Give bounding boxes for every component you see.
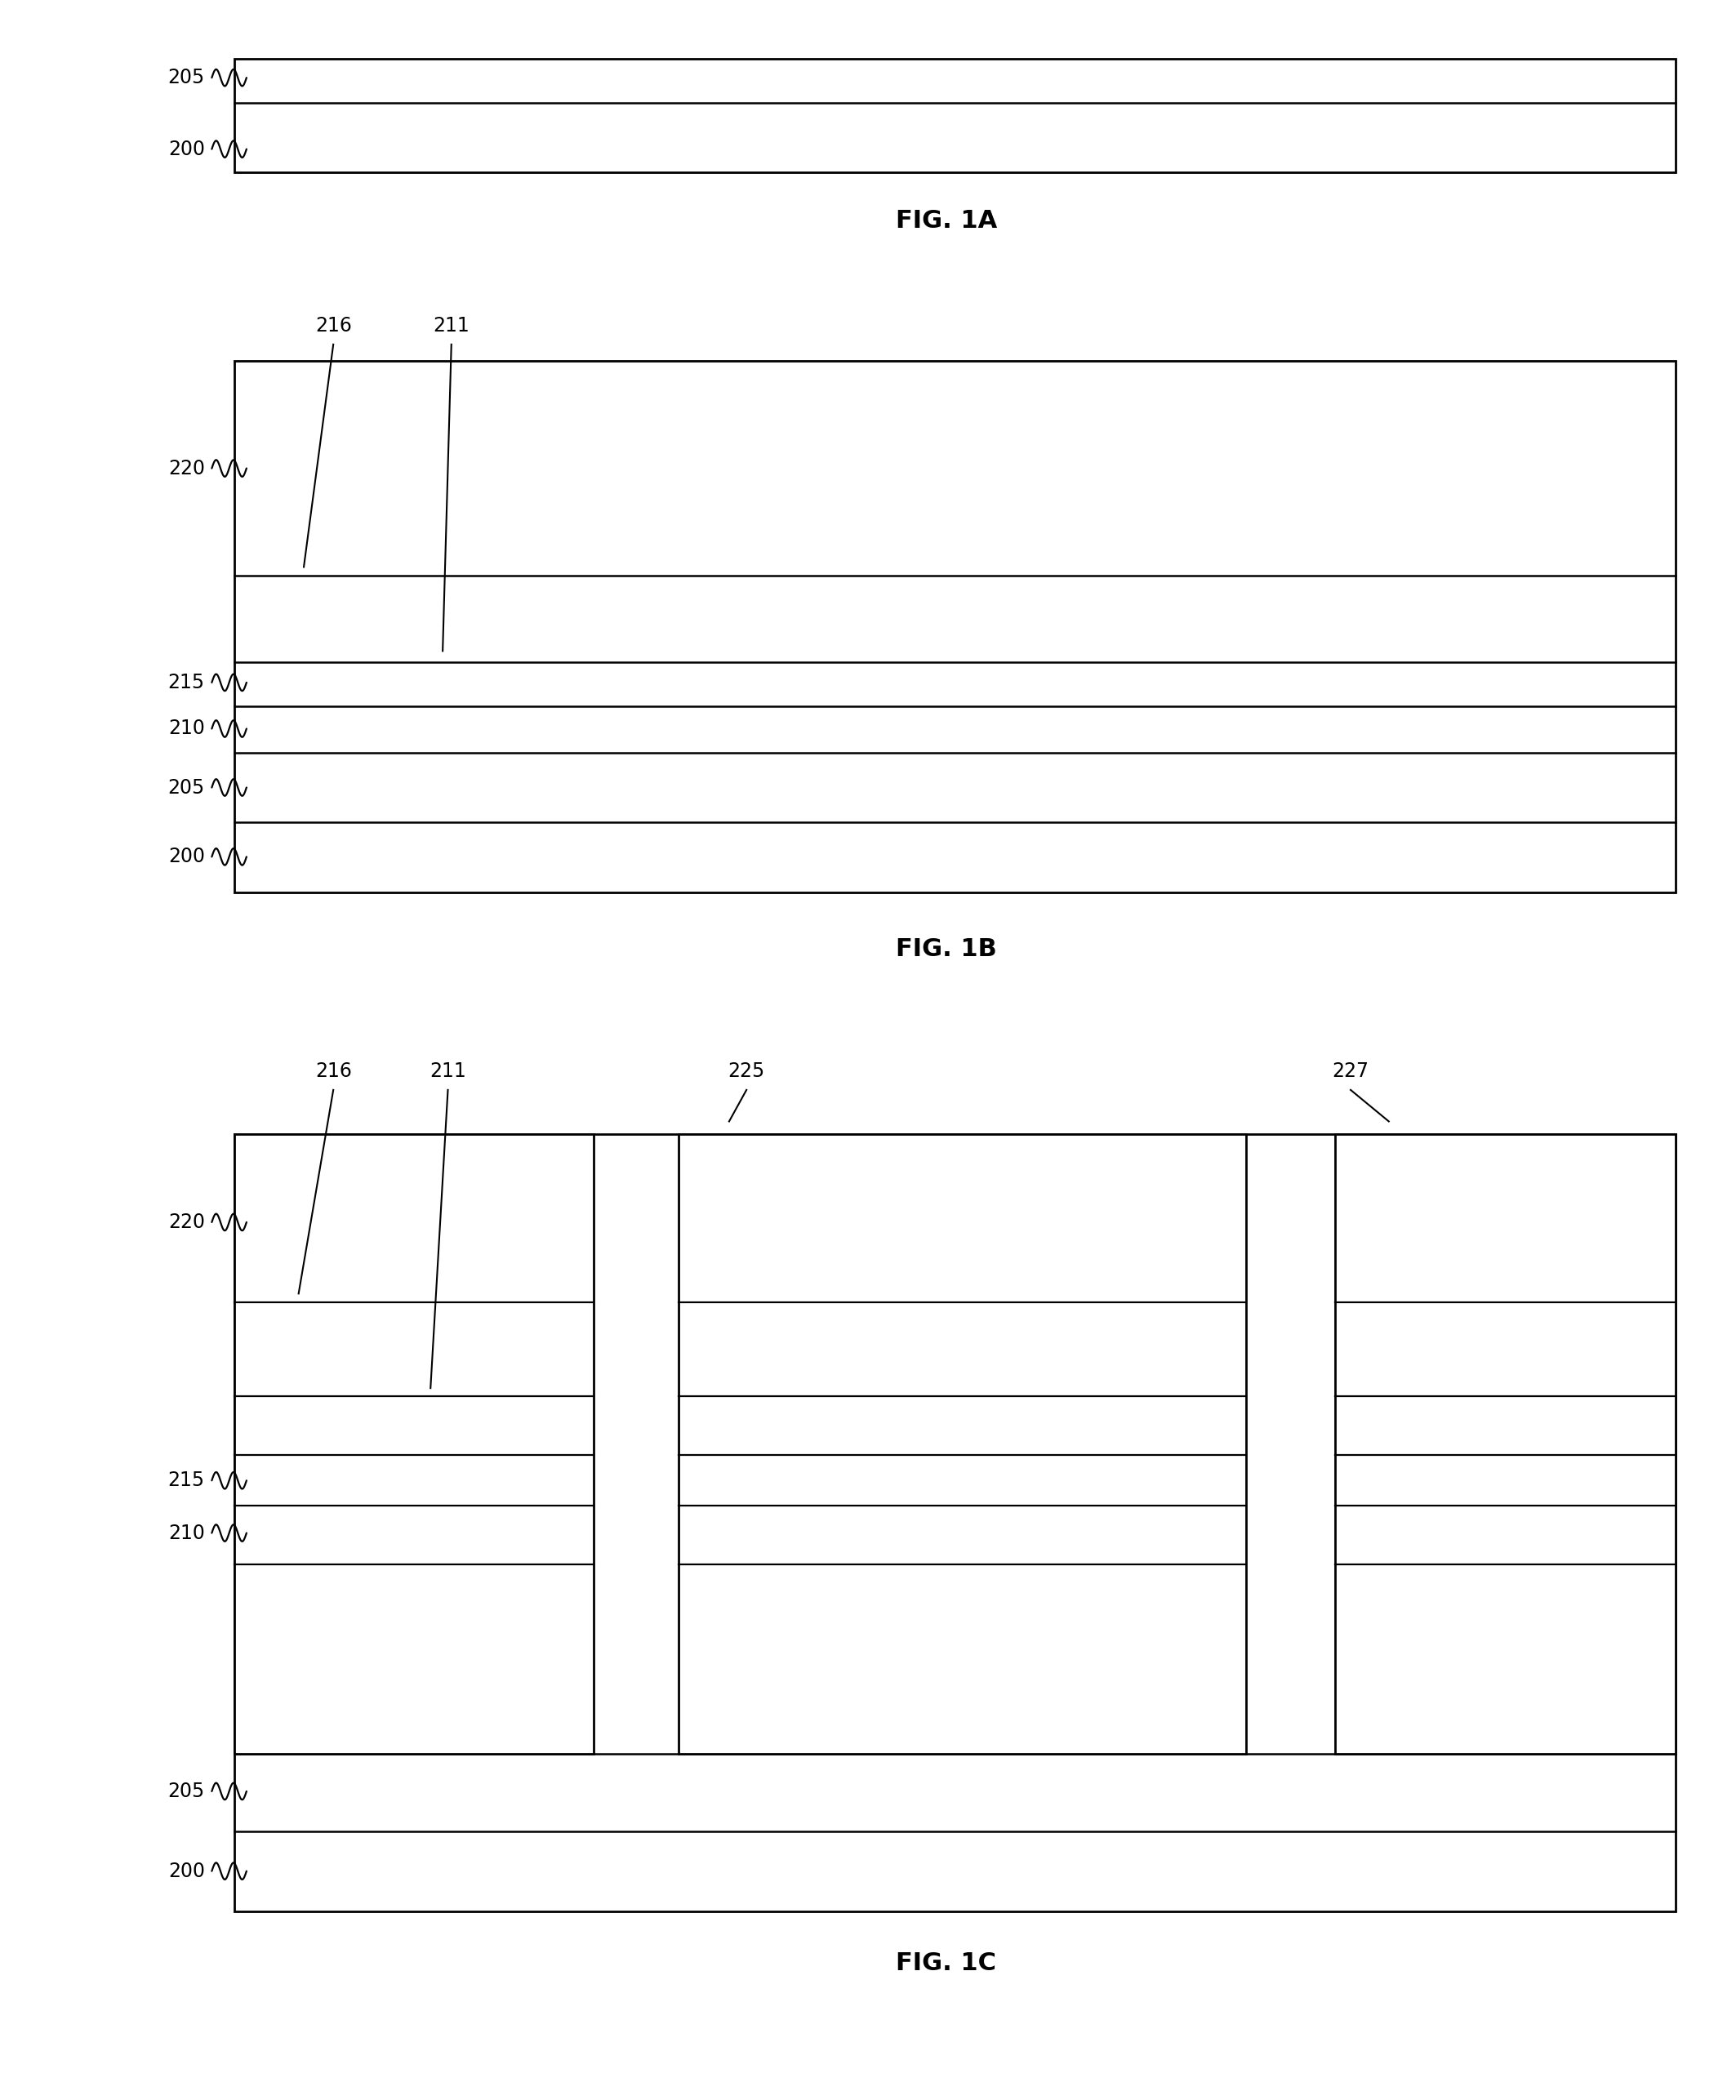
Text: 205: 205 <box>168 1781 205 1802</box>
Text: FIG. 1A: FIG. 1A <box>896 208 996 233</box>
Text: 210: 210 <box>168 1522 205 1544</box>
Text: 211: 211 <box>432 315 470 336</box>
Text: 220: 220 <box>168 1212 205 1233</box>
Bar <box>679 1134 1246 1754</box>
Text: 200: 200 <box>168 846 205 867</box>
Text: 211: 211 <box>429 1060 467 1082</box>
Text: 205: 205 <box>168 777 205 798</box>
Text: 215: 215 <box>168 1470 205 1491</box>
Text: 216: 216 <box>314 1060 352 1082</box>
Text: 205: 205 <box>168 67 205 88</box>
Bar <box>1335 1134 1675 1754</box>
Bar <box>234 361 1675 892</box>
Text: 200: 200 <box>168 1861 205 1882</box>
Text: FIG. 1C: FIG. 1C <box>896 1951 996 1976</box>
Text: 227: 227 <box>1332 1060 1370 1082</box>
Text: 210: 210 <box>168 718 205 739</box>
Text: FIG. 1B: FIG. 1B <box>896 937 996 962</box>
Text: 225: 225 <box>727 1060 766 1082</box>
Bar <box>234 1134 594 1754</box>
Text: 220: 220 <box>168 458 205 479</box>
Text: 215: 215 <box>168 672 205 693</box>
Bar <box>234 1134 1675 1911</box>
Bar <box>234 59 1675 172</box>
Text: 200: 200 <box>168 139 205 160</box>
Text: 216: 216 <box>314 315 352 336</box>
